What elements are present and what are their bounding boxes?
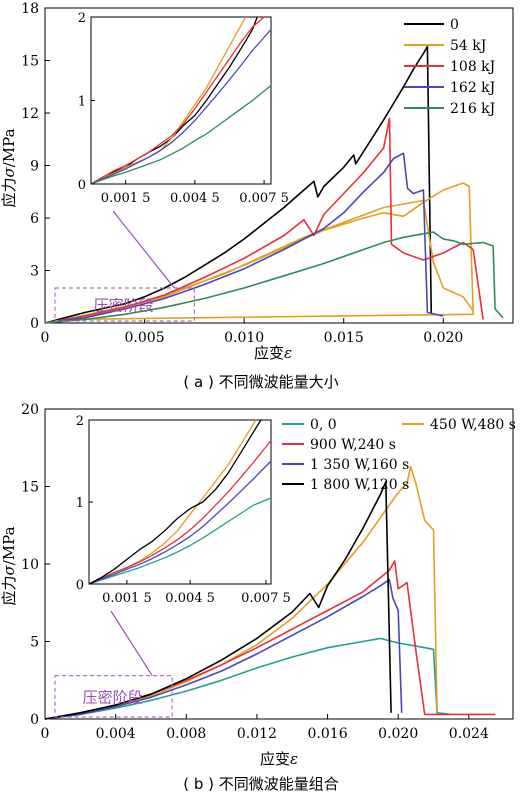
y-tick-label: 12: [21, 106, 39, 122]
inset-x-tick-label: 0.007 5: [239, 191, 289, 206]
y-axis-label-symbol: σ: [0, 565, 18, 576]
y-tick-label: 20: [21, 402, 39, 418]
inset-y-tick-label: 1: [78, 95, 86, 110]
x-tick-label: 0.004: [96, 726, 136, 742]
annotation-connector: [110, 610, 153, 676]
y-tick-label: 18: [21, 1, 39, 17]
series-line-4: [44, 578, 403, 720]
series-line-4: [44, 152, 444, 324]
y-axis-label: 应力σ/MPa: [0, 526, 18, 605]
x-axis-label-symbol: ε: [284, 344, 292, 362]
inset-x-tick-label: 0.001 5: [102, 591, 152, 606]
x-axis-label: 应变ε: [260, 750, 298, 768]
inset-background: [89, 14, 273, 209]
chart-panel-b: 0 0.004 0.008 0.012 0.016 0.020 0.02405101520压…: [0, 402, 516, 793]
legend-label: 1 350 W,160 s: [310, 457, 409, 473]
series-line-2: [44, 465, 438, 720]
x-tick-label: 0.016: [308, 726, 348, 742]
x-tick-label: 0.024: [449, 726, 489, 742]
x-tick-label: 0.010: [224, 330, 264, 346]
x-tick-label: 0.012: [237, 726, 277, 742]
legend-label: 0: [450, 17, 459, 33]
y-tick-label: 15: [21, 480, 39, 496]
y-axis-label-text: 应力: [0, 178, 18, 208]
x-tick-label: 0.020: [423, 330, 463, 346]
inset-y-tick-label: 2: [78, 11, 86, 26]
x-tick-label: 0.008: [166, 726, 206, 742]
legend-label: 0, 0: [310, 417, 337, 433]
legend-label: 450 W,480 s: [430, 417, 516, 433]
inset-x-tick-label: 0.007 5: [241, 591, 291, 606]
inset-y-tick-label: 1: [76, 496, 84, 511]
inset-series-line-4: [90, 29, 272, 185]
inset-series-line-4: [88, 460, 272, 585]
x-tick-label: 0.005: [125, 330, 165, 346]
series-line-5: [44, 231, 504, 324]
y-tick-label: 0: [30, 712, 39, 728]
legend-label: 162 kJ: [450, 80, 495, 96]
x-axis-label: 应变ε: [254, 344, 292, 362]
x-tick-label: 0.020: [378, 726, 418, 742]
y-tick-label: 5: [30, 635, 39, 651]
inset-series-line-5: [90, 84, 272, 185]
x-tick-label: 0.015: [324, 330, 364, 346]
series-line-1: [44, 637, 452, 720]
annotation-label: 压密阶段: [83, 688, 143, 706]
inset-y-tick-label: 2: [76, 414, 84, 429]
chart-panel-a: 0 0.005 0.010 0.015 0.0200369121518压密阶段0.001…: [0, 1, 514, 391]
y-axis-label-text: 应力: [0, 576, 18, 606]
y-tick-label: 6: [30, 211, 39, 227]
legend-label: 108 kJ: [450, 59, 495, 75]
series-line-3: [44, 117, 484, 324]
y-tick-label: 10: [21, 557, 39, 573]
y-axis-label-unit: /MPa: [0, 526, 18, 565]
inset-series-line-1: [88, 497, 272, 585]
series-line-5: [44, 481, 392, 720]
y-axis-label-unit: /MPa: [0, 128, 18, 167]
inset-y-tick-label: 0: [78, 178, 86, 193]
y-tick-label: 9: [30, 159, 39, 175]
inset-x-tick-label: 0.004 5: [170, 191, 220, 206]
legend-label: 54 kJ: [450, 38, 486, 54]
annotation-connector: [112, 210, 175, 289]
legend-label: 216 kJ: [450, 101, 495, 117]
x-tick-label: 0: [41, 726, 50, 742]
inset-y-tick-label: 0: [76, 578, 84, 593]
inset-series-line-2: [90, 16, 247, 185]
legend-label: 1 800 W,120 s: [310, 477, 409, 493]
inset-series-line-3: [90, 16, 265, 185]
inset-x-tick-label: 0.004 5: [165, 591, 215, 606]
inset-series-line-3: [88, 440, 272, 585]
y-axis-label: 应力σ/MPa: [0, 128, 18, 207]
inset-series-line-1: [90, 16, 258, 185]
figure-caption: ( b ) 不同微波能量组合: [183, 775, 339, 793]
annotation-label: 压密阶段: [94, 297, 154, 315]
compaction-box: [54, 674, 173, 718]
series-line-2: [44, 182, 475, 324]
x-axis-label-text: 应变: [260, 750, 290, 768]
y-axis-label-symbol: σ: [0, 167, 18, 178]
x-tick-label: 0: [41, 330, 50, 346]
series-line-1: [44, 45, 433, 324]
figure-caption: ( a ) 不同微波能量大小: [183, 373, 338, 391]
legend-label: 900 W,240 s: [310, 437, 396, 453]
y-tick-label: 15: [21, 54, 39, 70]
y-tick-label: 0: [30, 316, 39, 332]
compaction-box: [54, 287, 195, 322]
inset-series-line-5: [88, 419, 262, 585]
inset-x-tick-label: 0.001 5: [101, 191, 151, 206]
x-axis-label-text: 应变: [254, 344, 284, 362]
x-axis-label-symbol: ε: [290, 750, 298, 768]
y-tick-label: 3: [30, 264, 39, 280]
